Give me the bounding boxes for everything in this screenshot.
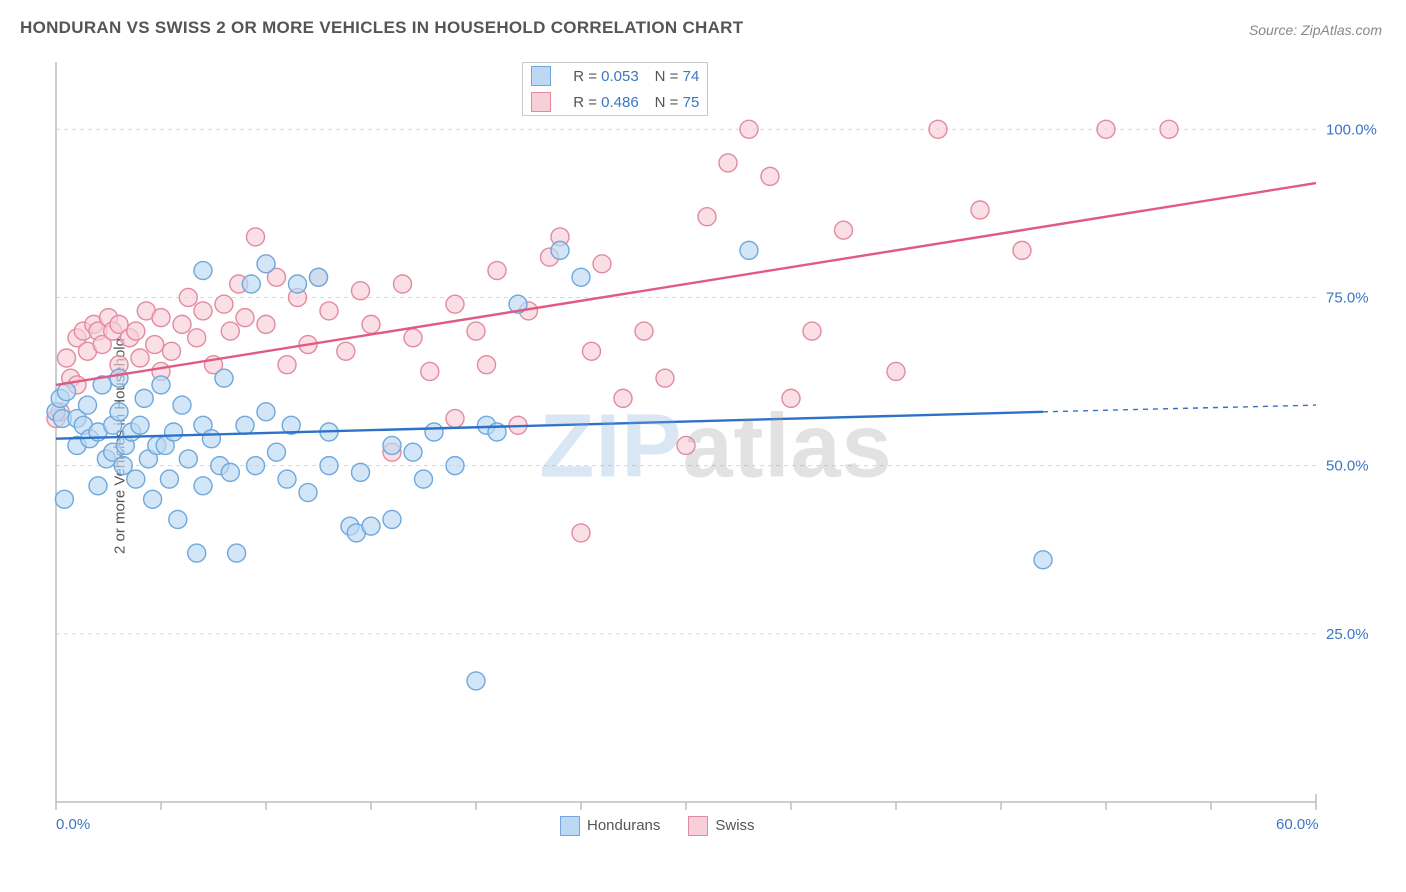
legend-item-swiss: Swiss bbox=[688, 816, 754, 836]
x-axis-max-label: 60.0% bbox=[1276, 816, 1319, 833]
stats-legend: R = 0.053N = 74R = 0.486N = 75 bbox=[522, 62, 708, 116]
x-axis-min-label: 0.0% bbox=[56, 816, 90, 833]
svg-text:75.0%: 75.0% bbox=[1326, 289, 1369, 306]
legend-n-label: N = 75 bbox=[647, 89, 708, 115]
svg-text:50.0%: 50.0% bbox=[1326, 458, 1369, 475]
legend-r-label: R = 0.053 bbox=[565, 63, 646, 89]
chart-title: HONDURAN VS SWISS 2 OR MORE VEHICLES IN … bbox=[20, 18, 743, 38]
svg-text:100.0%: 100.0% bbox=[1326, 121, 1377, 138]
legend-r-label: R = 0.486 bbox=[565, 89, 646, 115]
legend-item-hondurans: Hondurans bbox=[560, 816, 660, 836]
legend-n-label: N = 74 bbox=[647, 63, 708, 89]
scatter-plot-svg: 25.0% 50.0% 75.0% 100.0% bbox=[46, 52, 1386, 842]
source-attribution: Source: ZipAtlas.com bbox=[1249, 22, 1382, 38]
plot-area: 25.0%50.0%75.0%100.0% ZIPatlas R = 0.053… bbox=[46, 52, 1386, 842]
series-legend: Hondurans Swiss bbox=[560, 816, 755, 836]
svg-text:25.0%: 25.0% bbox=[1326, 626, 1369, 643]
